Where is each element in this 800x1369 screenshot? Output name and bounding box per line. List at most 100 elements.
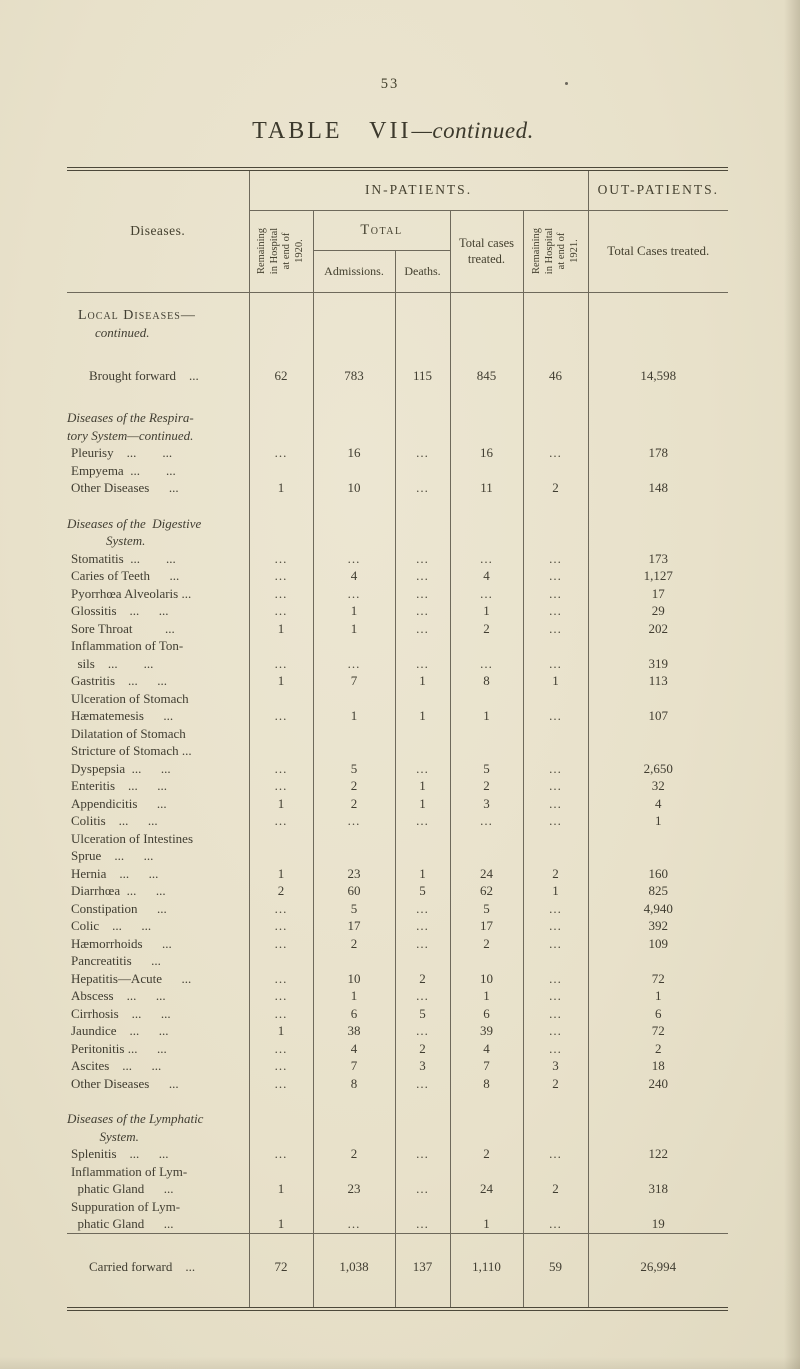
disease-label: Ascites ... ...: [71, 1058, 162, 1073]
value-cell: 825: [587, 882, 729, 900]
value-cell: 32: [587, 777, 729, 795]
disease-label: Gastritis ... ...: [71, 673, 168, 688]
empty-cell: [394, 496, 450, 515]
table-row-disease: Other Diseases ... 1 10... 11 2 148: [67, 479, 729, 497]
table-row-disease: Colitis ... .................. 1: [67, 812, 729, 830]
value-cell: ...: [522, 567, 589, 585]
value-cell: [587, 689, 729, 707]
value-cell: 14,598: [587, 359, 729, 391]
value-cell: 5: [394, 1004, 450, 1022]
value-cell: 19: [587, 1197, 729, 1233]
empty-cell: [587, 341, 729, 360]
value-cell: 2: [449, 934, 523, 952]
value-cell: 3: [522, 1057, 589, 1075]
value-cell: 8: [449, 1074, 523, 1092]
value-cell: 2,650: [587, 759, 729, 777]
value-cell: 107: [587, 707, 729, 725]
empty-cell: [449, 391, 523, 409]
subsection-heading: Diseases of the Digestive System.: [67, 515, 202, 549]
value-cell: ...: [394, 444, 450, 462]
subsection-heading: Diseases of the Respira- tory System—con…: [67, 410, 194, 443]
value-cell: ...: [248, 934, 313, 952]
col-header-out-total-cases-treated: Total Cases treated.: [587, 210, 729, 293]
table-row-disease: Hæmatemesis ...... 1 1 1... 107: [67, 707, 729, 725]
page-edge-shadow-bottom: [0, 1357, 800, 1369]
value-cell: 783: [312, 359, 395, 391]
col-header-diseases: Diseases.: [67, 169, 249, 293]
disease-label: Pleurisy ... ...: [71, 445, 173, 460]
table-row-disease: Diarrhœa ... ... 2 60 5 62 1 825: [67, 882, 729, 900]
table-row-disease: Stomatitis ... .................. 173: [67, 549, 729, 567]
disease-label: Ulceration of Stomach: [71, 690, 189, 706]
table-title: TABLE VII—continued.: [0, 118, 786, 145]
value-cell: ...: [248, 1039, 313, 1057]
table-row-disease: Glossitis ... ...... 1... 1... 29: [67, 602, 729, 620]
table-row-disease: Ulceration of Intestines: [67, 829, 729, 847]
value-cell: 8: [449, 672, 523, 690]
value-cell: ...: [522, 1004, 589, 1022]
value-cell: [394, 847, 450, 865]
value-cell: 1: [522, 882, 589, 900]
value-cell: ...: [248, 969, 313, 987]
disease-label: Glossitis ... ...: [71, 603, 169, 618]
value-cell: ...: [312, 637, 395, 672]
value-cell: 1: [312, 707, 395, 725]
table-row-disease: Inflammation of Ton- sils ... ..........…: [67, 637, 729, 672]
value-cell: ...: [394, 584, 450, 602]
value-cell: [522, 461, 589, 479]
remaining-1920-rotated-text: Remaining in Hospital at end of 1920.: [255, 227, 305, 275]
disease-label: Diarrhœa ... ...: [71, 883, 166, 898]
disease-label: Empyema ... ...: [71, 462, 176, 478]
value-cell: [248, 742, 313, 760]
disease-label: Suppuration of Lym- phatic Gland ...: [71, 1198, 181, 1232]
value-cell: ...: [522, 1197, 589, 1233]
value-cell: ...: [312, 549, 395, 567]
value-cell: [587, 829, 729, 847]
value-cell: 2: [522, 479, 589, 497]
value-cell: 17: [449, 917, 523, 935]
page-number: 53: [380, 76, 400, 92]
value-cell: ...: [394, 479, 450, 497]
empty-cell: [312, 496, 395, 515]
table-row-spacer: [67, 1092, 729, 1110]
value-cell: ...: [394, 899, 450, 917]
value-cell: ...: [522, 602, 589, 620]
value-cell: 3: [449, 794, 523, 812]
empty-cell: [248, 341, 313, 360]
empty-cell: [394, 409, 450, 444]
value-cell: 1: [248, 794, 313, 812]
empty-cell: [522, 292, 589, 342]
value-cell: ...: [449, 584, 523, 602]
value-cell: [394, 724, 450, 742]
empty-cell: [312, 341, 395, 360]
value-cell: 1: [248, 619, 313, 637]
value-cell: ...: [394, 1022, 450, 1040]
value-cell: ...: [522, 1145, 589, 1163]
value-cell: [449, 689, 523, 707]
disease-label: Enteritis ... ...: [71, 778, 168, 793]
empty-cell: [522, 514, 589, 550]
group-header-out-patients: OUT-PATIENTS.: [587, 169, 729, 211]
value-cell: [312, 461, 395, 479]
table-row-disease: Dyspepsia ... ...... 5... 5... 2,650: [67, 759, 729, 777]
empty-cell: [522, 1092, 589, 1110]
table-row-disease: Sore Throat ... 1 1... 2... 202: [67, 619, 729, 637]
table-row-disease: Appendicitis ... 1 2 1 3... 4: [67, 794, 729, 812]
value-cell: ...: [248, 549, 313, 567]
value-cell: ...: [522, 777, 589, 795]
spacer-cell: [67, 497, 249, 515]
empty-cell: [449, 1110, 523, 1145]
value-cell: 173: [587, 549, 729, 567]
value-cell: 29: [587, 602, 729, 620]
col-header-admissions: Admissions.: [312, 250, 395, 293]
value-cell: 4: [312, 567, 395, 585]
disease-label: Appendicitis ...: [71, 795, 167, 811]
value-cell: 10: [449, 969, 523, 987]
value-cell: 2: [522, 864, 589, 882]
disease-label: Constipation ...: [71, 900, 167, 916]
table-row-disease: Sprue ... ...: [67, 847, 729, 865]
value-cell: 2: [587, 1039, 729, 1057]
value-cell: 18: [587, 1057, 729, 1075]
table-header: Diseases. IN-PATIENTS. OUT-PATIENTS. Rem…: [67, 169, 729, 293]
